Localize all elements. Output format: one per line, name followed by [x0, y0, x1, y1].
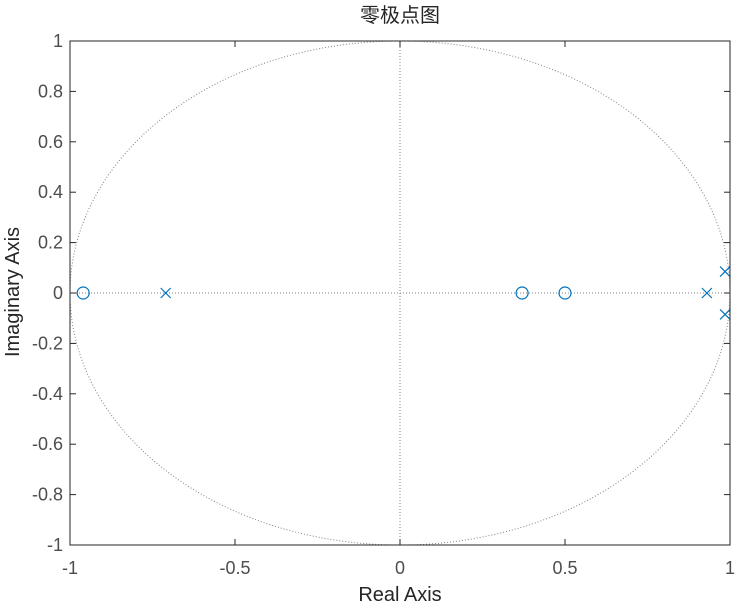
y-tick-label: 1: [53, 31, 63, 51]
pole-marker: [719, 266, 731, 278]
x-axis-label: Real Axis: [358, 584, 441, 606]
y-tick-label: -1: [47, 535, 63, 555]
zero-marker: [558, 286, 572, 300]
y-axis-label: Imaginary Axis: [2, 227, 24, 357]
pole-marker: [719, 308, 731, 320]
y-tick-label: 0.2: [38, 233, 63, 253]
y-tick-label: -0.8: [32, 485, 63, 505]
y-tick-label: -0.2: [32, 333, 63, 353]
y-tick-label: -0.6: [32, 434, 63, 454]
markers: [76, 266, 731, 320]
pole-stroke: [719, 266, 731, 278]
zero-marker: [515, 286, 529, 300]
pole-stroke: [719, 308, 731, 320]
x-tick-label: -1: [62, 558, 78, 578]
x-tick-label: 1: [725, 558, 735, 578]
x-tick-label: 0: [395, 558, 405, 578]
ticks: -1 -0.5 0 0.5 1 1 0.8 0.6 0.4 0.2 0 -0.2 -0.4 -0.6 -0.…: [32, 31, 735, 578]
zero-marker: [76, 286, 90, 300]
chart-title: 零极点图: [360, 3, 440, 27]
y-tick-label: 0: [53, 283, 63, 303]
pole-marker: [160, 287, 172, 299]
y-tick-label: 0.8: [38, 81, 63, 101]
pole-stroke: [160, 287, 172, 299]
x-tick-label: 0.5: [552, 558, 577, 578]
y-tick-label: 0.6: [38, 132, 63, 152]
pole-marker: [701, 287, 713, 299]
x-tick-label: -0.5: [219, 558, 250, 578]
guides: [69, 40, 731, 546]
y-tick-label: -0.4: [32, 384, 63, 404]
y-tick-label: 0.4: [38, 182, 63, 202]
pole-stroke: [701, 287, 713, 299]
